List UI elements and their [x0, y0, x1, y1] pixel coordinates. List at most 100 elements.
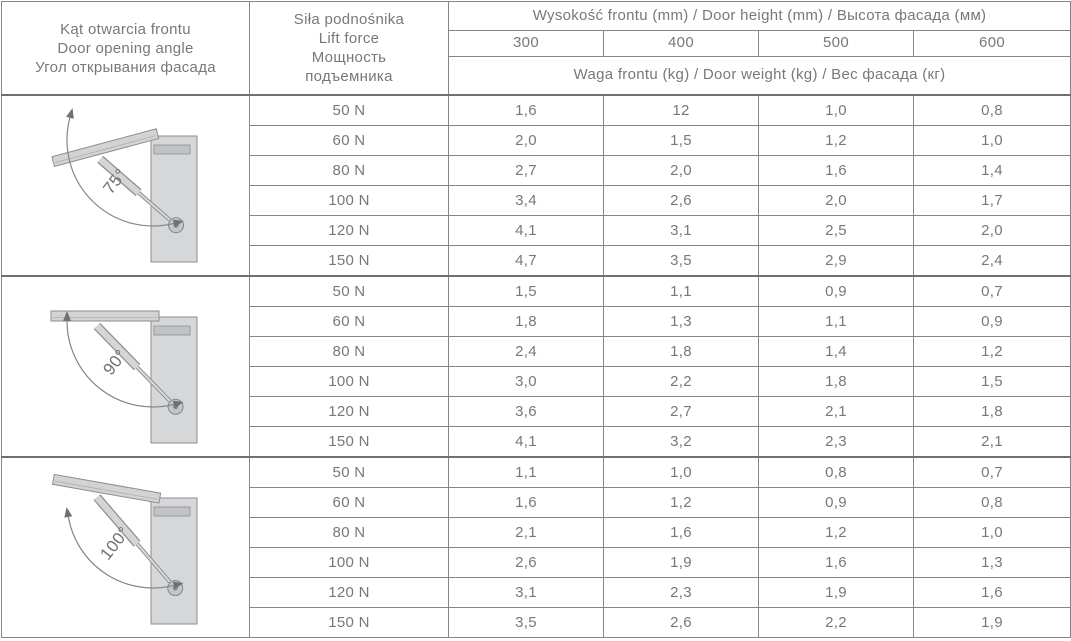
door-weight-cell-h600: 0,7 [912, 456, 1071, 488]
lift-force-cell: 80 N [249, 336, 449, 367]
door-weight-cell-h500: 1,2 [758, 125, 914, 156]
door-weight-cell-h600: 0,8 [912, 487, 1071, 518]
door-weight-cell-h600: 1,4 [912, 155, 1071, 186]
arc-arrowhead [172, 581, 184, 589]
header-height-400: 400 [603, 30, 759, 57]
lift-force-cell: 50 N [249, 94, 449, 126]
door-weight-cell-h600: 0,9 [912, 306, 1071, 337]
table-row: 75° 50 N 1,6 12 1,0 0,8 [1, 94, 1071, 277]
door-weight-cell-h500: 2,2 [758, 607, 914, 638]
door-weight-cell-h400: 1,6 [603, 517, 759, 548]
header-door-height: Wysokość frontu (mm) / Door height (mm) … [447, 1, 1071, 31]
arc-arrowhead [62, 310, 71, 321]
table-row: 100 N 2,6 1,9 1,6 1,3 [2, 547, 1071, 578]
header-lift-force: Siła podnośnika Lift force Мощность подъ… [249, 1, 449, 96]
table-body: 75° 50 N 1,6 12 1,0 0,8 60 N 2,0 1,5 1,2 1,0 80 N 2,… [1, 94, 1071, 638]
door-weight-cell-h400: 3,1 [603, 215, 759, 246]
table-row: 100° 50 N 1,1 1,0 0,8 0,7 [1, 456, 1071, 638]
header-lift-force-line-ru2: подъемника [305, 68, 393, 85]
header-opening-angle-line-en: Door opening angle [57, 39, 194, 57]
door-weight-cell-h500: 0,8 [758, 456, 914, 488]
mounting-plate [153, 144, 190, 154]
lift-force-cell: 60 N [249, 125, 449, 156]
door-weight-cell-h500: 1,1 [758, 306, 914, 337]
angle-arc [65, 320, 174, 408]
lift-force-cell: 60 N [249, 306, 449, 337]
angle-arc [65, 117, 174, 227]
door-weight-cell-h400: 3,5 [603, 245, 759, 277]
table-row: 60 N 2,0 1,5 1,2 1,0 [2, 125, 1071, 156]
opening-angle-diagram: 100° [51, 473, 197, 624]
door-panel [50, 127, 159, 167]
lift-force-cell: 100 N [249, 547, 449, 578]
table-row: 80 N 2,4 1,8 1,4 1,2 [2, 336, 1071, 367]
lift-force-cell: 50 N [249, 456, 449, 488]
door-weight-cell-h300: 3,5 [448, 607, 604, 638]
door-weight-cell-h400: 1,1 [603, 275, 759, 307]
diagram-90deg: 90° [1, 275, 250, 458]
door-weight-cell-h300: 1,5 [448, 275, 604, 307]
door-weight-cell-h500: 2,3 [758, 426, 914, 458]
arc-arrowhead [63, 506, 72, 518]
door-weight-cell-h300: 1,8 [448, 306, 604, 337]
door-weight-cell-h400: 2,7 [603, 396, 759, 427]
door-weight-cell-h400: 1,9 [603, 547, 759, 578]
table-row: 150 N 4,7 3,5 2,9 2,4 [2, 245, 1071, 277]
door-weight-cell-h300: 4,1 [448, 215, 604, 246]
table-row: 150 N 4,1 3,2 2,3 2,1 [2, 426, 1071, 458]
angle-arc [67, 516, 174, 589]
lift-force-cell: 50 N [249, 275, 449, 307]
door-weight-cell-h600: 1,8 [912, 396, 1071, 427]
door-weight-cell-h500: 1,2 [758, 517, 914, 548]
door-weight-cell-h600: 1,0 [912, 125, 1071, 156]
door-weight-cell-h500: 2,1 [758, 396, 914, 427]
door-weight-cell-h600: 2,0 [912, 215, 1071, 246]
door-weight-cell-h600: 1,7 [912, 185, 1071, 216]
lift-force-cell: 120 N [249, 215, 449, 246]
door-weight-cell-h500: 1,8 [758, 366, 914, 397]
door-weight-cell-h400: 2,3 [603, 577, 759, 608]
door-weight-cell-h400: 1,8 [603, 336, 759, 367]
header-height-500: 500 [758, 30, 914, 57]
door-weight-cell-h600: 2,4 [912, 245, 1071, 277]
door-weight-cell-h600: 1,6 [912, 577, 1071, 608]
door-weight-cell-h300: 3,6 [448, 396, 604, 427]
cabinet-panel [150, 497, 197, 624]
mounting-plate [153, 325, 190, 335]
lift-force-cell: 60 N [249, 487, 449, 518]
door-weight-cell-h400: 12 [603, 94, 759, 126]
lift-force-cell: 100 N [249, 185, 449, 216]
door-weight-cell-h400: 3,2 [603, 426, 759, 458]
header-height-600: 600 [912, 30, 1071, 57]
arc-arrowhead [172, 400, 184, 408]
lift-force-cell: 120 N [249, 396, 449, 427]
door-panel [51, 473, 161, 504]
door-weight-cell-h500: 2,5 [758, 215, 914, 246]
header-opening-angle-line-pl: Kąt otwarcia frontu [60, 20, 191, 38]
header-lift-force-line-ru1: Мощность [311, 49, 387, 66]
door-weight-cell-h500: 0,9 [758, 487, 914, 518]
door-weight-cell-h300: 2,0 [448, 125, 604, 156]
diagram-100deg: 100° [1, 456, 250, 638]
header-opening-angle: Kąt otwarcia frontu Door opening angle У… [1, 1, 250, 96]
door-weight-cell-h300: 1,1 [448, 456, 604, 488]
door-weight-cell-h300: 2,1 [448, 517, 604, 548]
lift-force-cell: 150 N [249, 607, 449, 638]
door-weight-cell-h500: 1,0 [758, 94, 914, 126]
table-row: 60 N 1,6 1,2 0,9 0,8 [2, 487, 1071, 518]
lift-force-cell: 80 N [249, 155, 449, 186]
door-weight-cell-h300: 1,6 [448, 487, 604, 518]
door-weight-cell-h500: 1,6 [758, 155, 914, 186]
door-weight-cell-h500: 2,0 [758, 185, 914, 216]
door-weight-cell-h300: 1,6 [448, 94, 604, 126]
angle-label: 75° [99, 165, 130, 198]
door-weight-cell-h300: 2,6 [448, 547, 604, 578]
door-weight-cell-h600: 1,5 [912, 366, 1071, 397]
cabinet-panel [150, 135, 197, 262]
door-weight-cell-h500: 2,9 [758, 245, 914, 277]
door-weight-cell-h600: 1,0 [912, 517, 1071, 548]
mounting-plate [153, 506, 190, 516]
header-lift-force-line-en: Lift force [318, 30, 380, 47]
door-weight-cell-h300: 4,7 [448, 245, 604, 277]
